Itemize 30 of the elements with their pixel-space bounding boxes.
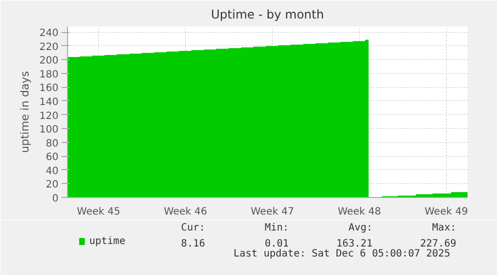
y-tick-label: 60 [46,152,59,164]
text: 163.21 [336,238,373,250]
y-tick-label: 0 [52,194,59,204]
text: Max: [432,222,456,234]
y-tick-label: 220 [39,42,59,53]
y-tick-label: 160 [39,83,59,94]
y-tick-label: 180 [39,69,59,80]
y-tick-label: 140 [39,96,59,108]
y-tick-label: 40 [46,166,59,177]
text: Avg: [348,222,373,234]
text: 0.01 [264,238,289,250]
text: Last update: Sat Dec 6 05:00:07 2025 [233,248,450,260]
y-tick-label: 240 [39,28,59,40]
y-tick-label: 200 [39,56,59,67]
text: 8.16 [181,238,206,250]
text: Cur: [181,222,206,234]
x-tick-label: Week 49 [424,206,468,218]
y-tick-label: 120 [39,110,59,122]
y-axis-title: uptime in days [18,70,32,153]
x-tick-label: Week 48 [338,206,382,218]
text: 227.69 [420,238,456,250]
text: Min: [264,222,289,234]
y-tick-label: 80 [46,138,59,150]
x-tick-label: Week 47 [250,206,294,218]
y-tick-label: 20 [46,180,59,191]
legend-label: uptime [89,236,126,247]
y-tick-label: 100 [39,124,59,136]
x-tick-label: Week 46 [164,206,208,218]
x-tick-label: Week 45 [76,206,120,218]
chart-title: Uptime - by month [211,8,324,22]
